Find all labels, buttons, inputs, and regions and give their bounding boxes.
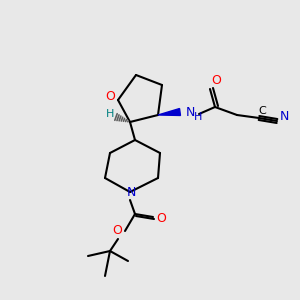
Text: O: O — [211, 74, 221, 88]
Text: O: O — [112, 224, 122, 236]
Text: O: O — [156, 212, 166, 224]
Text: N: N — [126, 187, 136, 200]
Polygon shape — [158, 109, 181, 116]
Text: H: H — [194, 112, 202, 122]
Text: O: O — [105, 91, 115, 103]
Text: N: N — [279, 110, 289, 122]
Text: C: C — [258, 106, 266, 116]
Text: N: N — [185, 106, 195, 119]
Text: H: H — [106, 109, 114, 119]
